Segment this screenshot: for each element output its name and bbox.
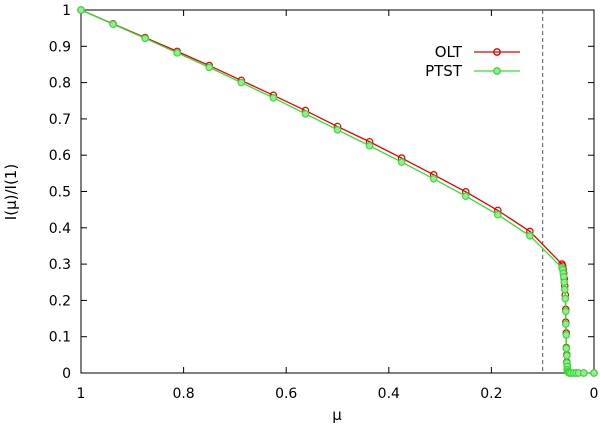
y-tick-label: 0.5 bbox=[49, 185, 71, 201]
tick-labels: 1 0.8 0.6 0.4 0.2 0 0 0.1 0.2 0.3 0.4 0.5 0.6 0.7 0.8 0… bbox=[49, 3, 599, 402]
series-line-ptst bbox=[80, 9, 594, 374]
y-tick-label: 0.7 bbox=[49, 112, 71, 128]
y-tick-label: 1 bbox=[62, 3, 71, 19]
y-tick-label: 0.6 bbox=[49, 148, 71, 164]
legend-label-ptst: PTST bbox=[425, 62, 463, 80]
data-point-ptst bbox=[560, 278, 569, 287]
legend-marker-ptst bbox=[493, 67, 501, 75]
y-tick-label: 0.3 bbox=[49, 257, 71, 273]
y-tick-label: 0.4 bbox=[49, 221, 71, 237]
y-tick-label: 0.8 bbox=[49, 76, 71, 92]
data-point-ptst bbox=[397, 158, 406, 166]
data-point-ptst bbox=[579, 369, 588, 377]
axis-ticks bbox=[80, 9, 595, 374]
series-ptst bbox=[77, 6, 598, 377]
data-point-ptst bbox=[365, 141, 374, 150]
series-layer bbox=[77, 6, 598, 377]
data-point-ptst bbox=[561, 294, 570, 303]
data-point-ptst bbox=[237, 78, 246, 87]
x-tick-label: 1 bbox=[77, 386, 86, 402]
x-tick-label: 0.6 bbox=[275, 386, 297, 402]
data-point-ptst bbox=[429, 174, 438, 183]
legend-marker-olt bbox=[493, 48, 501, 56]
data-point-ptst bbox=[77, 6, 85, 14]
legend: OLT PTST bbox=[425, 43, 520, 80]
x-tick-label: 0.2 bbox=[480, 386, 502, 402]
y-tick-label: 0.2 bbox=[49, 293, 71, 309]
x-tick-label: 0 bbox=[590, 386, 599, 402]
data-point-ptst bbox=[461, 192, 470, 201]
data-point-ptst bbox=[562, 331, 571, 339]
data-point-ptst bbox=[526, 231, 534, 240]
y-tick-label: 0.1 bbox=[49, 330, 71, 346]
data-point-ptst bbox=[563, 351, 571, 360]
data-point-ptst bbox=[141, 34, 149, 43]
data-point-ptst bbox=[109, 20, 117, 28]
data-point-ptst bbox=[590, 369, 598, 377]
y-axis-title: I(μ)/I(1) bbox=[2, 164, 20, 220]
legend-label-olt: OLT bbox=[435, 43, 463, 61]
data-point-ptst bbox=[494, 210, 502, 219]
series-olt bbox=[77, 6, 598, 377]
data-point-ptst bbox=[561, 307, 570, 316]
x-tick-label: 0.4 bbox=[378, 386, 400, 402]
series-line-olt bbox=[80, 9, 594, 374]
y-tick-label: 0 bbox=[62, 366, 71, 382]
data-point-ptst bbox=[562, 344, 571, 353]
data-point-ptst bbox=[560, 285, 569, 294]
data-point-ptst bbox=[205, 63, 214, 72]
data-point-ptst bbox=[333, 125, 342, 134]
y-tick-label: 0.9 bbox=[49, 39, 71, 55]
data-point-ptst bbox=[301, 110, 310, 118]
plot-frame bbox=[80, 9, 595, 374]
data-point-ptst bbox=[173, 49, 181, 57]
data-point-ptst bbox=[269, 94, 278, 102]
data-point-ptst bbox=[561, 320, 570, 328]
x-axis-title: μ bbox=[332, 406, 342, 424]
x-tick-label: 0.8 bbox=[172, 386, 194, 402]
